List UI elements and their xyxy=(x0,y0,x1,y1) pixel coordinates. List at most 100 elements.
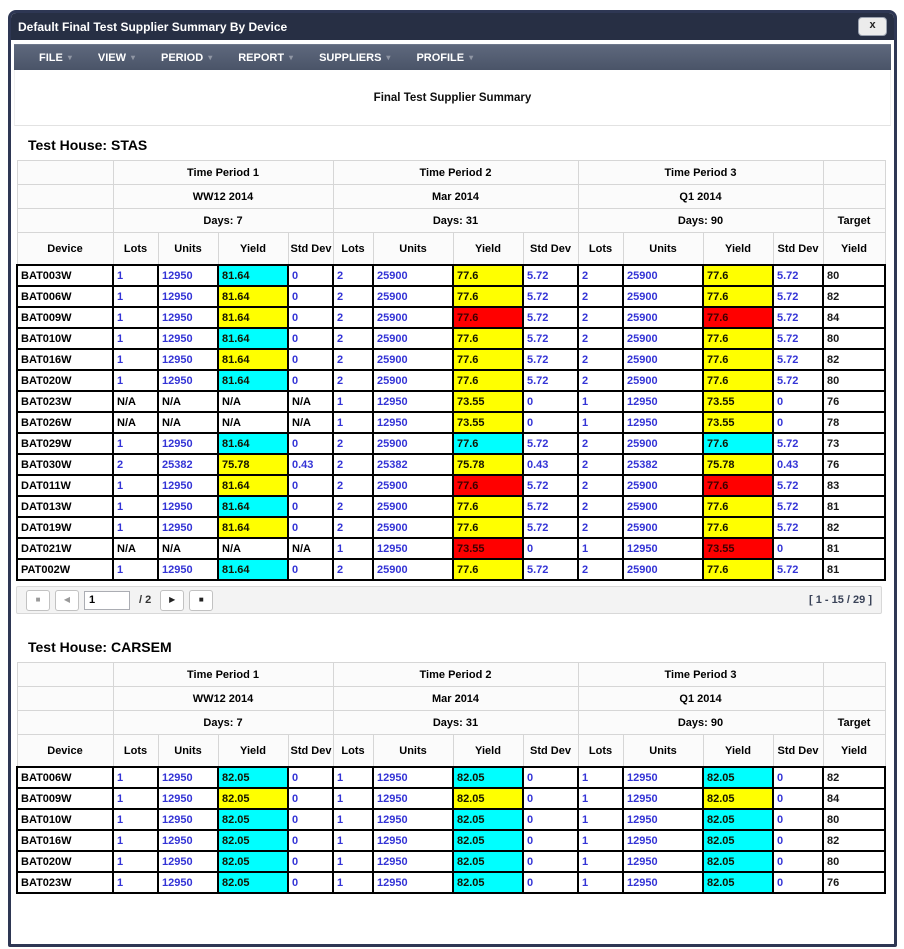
lots-cell: 2 xyxy=(577,264,624,287)
std-dev-cell: 0 xyxy=(522,411,579,434)
table-row: BAT016W 1 12950 81.64 0 2 25900 77.6 5.72 2 25900 7… xyxy=(16,348,886,371)
section-heading-stas: Test House: STAS xyxy=(28,137,148,153)
lots-cell: 2 xyxy=(332,453,374,476)
col-header-lots: Lots xyxy=(577,232,624,266)
lots-cell: 2 xyxy=(577,327,624,350)
device-cell: BAT023W xyxy=(16,871,114,894)
yield-cell: 77.6 xyxy=(452,558,524,581)
last-page-button[interactable]: ■ xyxy=(189,589,214,611)
device-cell: BAT020W xyxy=(16,850,114,873)
std-dev-cell: 0 xyxy=(772,537,824,560)
page-number-input[interactable] xyxy=(84,590,130,610)
yield-cell: 77.6 xyxy=(452,369,524,392)
std-dev-cell: N/A xyxy=(287,411,334,434)
device-cell: BAT020W xyxy=(16,369,114,392)
yield-cell: N/A xyxy=(217,390,289,413)
units-cell: 12950 xyxy=(622,537,704,560)
menu-item-suppliers[interactable]: SUPPLIERS ▾ xyxy=(306,52,403,64)
std-dev-cell: 0 xyxy=(522,829,579,852)
yield-cell: 73.55 xyxy=(702,390,774,413)
menu-item-file[interactable]: FILE ▾ xyxy=(26,52,85,64)
target-yield-cell: 82 xyxy=(822,829,886,852)
col-header-units: Units xyxy=(372,734,454,768)
target-yield-cell: 80 xyxy=(822,850,886,873)
menu-item-label: SUPPLIERS xyxy=(319,51,382,64)
supplier-table-stas: Time Period 1 Time Period 2 Time Period 3 W… xyxy=(16,160,886,581)
units-cell: 12950 xyxy=(157,850,219,873)
table-row: BAT029W 1 12950 81.64 0 2 25900 77.6 5.72 2 25900 7… xyxy=(16,432,886,455)
std-dev-cell: 0 xyxy=(522,850,579,873)
lots-cell: 1 xyxy=(112,871,159,894)
units-cell: 25900 xyxy=(622,327,704,350)
period-days-2: Days: 31 xyxy=(332,208,579,233)
units-cell: 12950 xyxy=(157,516,219,539)
std-dev-cell: 0 xyxy=(287,516,334,539)
table-row: PAT002W 1 12950 81.64 0 2 25900 77.6 5.72 2 25900 7… xyxy=(16,558,886,581)
menu-item-view[interactable]: VIEW ▾ xyxy=(85,52,148,64)
period-header-2: Time Period 2 xyxy=(332,662,579,687)
table-row: DAT011W 1 12950 81.64 0 2 25900 77.6 5.72 2 25900 7… xyxy=(16,474,886,497)
menu-item-report[interactable]: REPORT ▾ xyxy=(225,52,306,64)
yield-cell: 82.05 xyxy=(452,850,524,873)
units-cell: 25900 xyxy=(372,432,454,455)
device-cell: BAT003W xyxy=(16,264,114,287)
lots-cell: 2 xyxy=(577,474,624,497)
yield-cell: 77.6 xyxy=(452,285,524,308)
target-corner-header xyxy=(822,160,886,185)
yield-cell: 73.55 xyxy=(452,537,524,560)
chevron-down-icon: ▾ xyxy=(208,53,213,62)
std-dev-cell: 5.72 xyxy=(772,474,824,497)
device-cell: PAT002W xyxy=(16,558,114,581)
yield-cell: 81.64 xyxy=(217,285,289,308)
col-header-yield: Yield xyxy=(452,232,524,266)
yield-cell: 77.6 xyxy=(702,285,774,308)
std-dev-cell: 5.72 xyxy=(772,558,824,581)
menu-item-profile[interactable]: PROFILE ▾ xyxy=(403,52,486,64)
col-header-units: Units xyxy=(622,734,704,768)
lots-cell: 1 xyxy=(577,871,624,894)
target-yield-cell: 81 xyxy=(822,537,886,560)
menu-item-period[interactable]: PERIOD ▾ xyxy=(148,52,225,64)
section-heading-carsem: Test House: CARSEM xyxy=(28,639,172,655)
yield-cell: 77.6 xyxy=(452,432,524,455)
device-cell: BAT009W xyxy=(16,306,114,329)
lots-cell: N/A xyxy=(112,390,159,413)
menu-item-label: PROFILE xyxy=(416,51,465,64)
close-icon[interactable]: x xyxy=(858,17,887,36)
device-cell: BAT009W xyxy=(16,787,114,810)
yield-cell: 77.6 xyxy=(702,264,774,287)
next-page-button[interactable]: ▶ xyxy=(160,589,185,611)
std-dev-cell: 5.72 xyxy=(522,285,579,308)
target-corner-header xyxy=(822,686,886,711)
lots-cell: 1 xyxy=(332,871,374,894)
yield-cell: 77.6 xyxy=(702,348,774,371)
yield-cell: 77.6 xyxy=(452,327,524,350)
target-corner-header xyxy=(822,184,886,209)
yield-cell: 82.05 xyxy=(702,829,774,852)
target-yield-cell: 76 xyxy=(822,871,886,894)
target-yield-cell: 80 xyxy=(822,369,886,392)
std-dev-cell: 0 xyxy=(287,850,334,873)
lots-cell: 2 xyxy=(577,369,624,392)
corner-header xyxy=(16,208,114,233)
prev-page-button[interactable]: ◀ xyxy=(55,589,79,611)
device-cell: DAT011W xyxy=(16,474,114,497)
col-header-units: Units xyxy=(372,232,454,266)
lots-cell: 1 xyxy=(112,829,159,852)
table-row: BAT003W 1 12950 81.64 0 2 25900 77.6 5.72 2 25900 7… xyxy=(16,264,886,287)
yield-cell: 81.64 xyxy=(217,474,289,497)
std-dev-cell: 0 xyxy=(287,766,334,789)
units-cell: 12950 xyxy=(622,766,704,789)
page-count-label: / 2 xyxy=(139,594,152,606)
first-page-button[interactable]: ■ xyxy=(26,589,50,611)
yield-cell: 82.05 xyxy=(217,871,289,894)
col-header-yield: Yield xyxy=(702,734,774,768)
table-row: BAT006W 1 12950 81.64 0 2 25900 77.6 5.72 2 25900 7… xyxy=(16,285,886,308)
period-header-3: Time Period 3 xyxy=(577,662,824,687)
units-cell: N/A xyxy=(157,390,219,413)
lots-cell: 1 xyxy=(112,558,159,581)
yield-cell: 82.05 xyxy=(217,829,289,852)
std-dev-cell: 5.72 xyxy=(522,369,579,392)
lots-cell: 2 xyxy=(332,264,374,287)
lots-cell: 1 xyxy=(112,787,159,810)
